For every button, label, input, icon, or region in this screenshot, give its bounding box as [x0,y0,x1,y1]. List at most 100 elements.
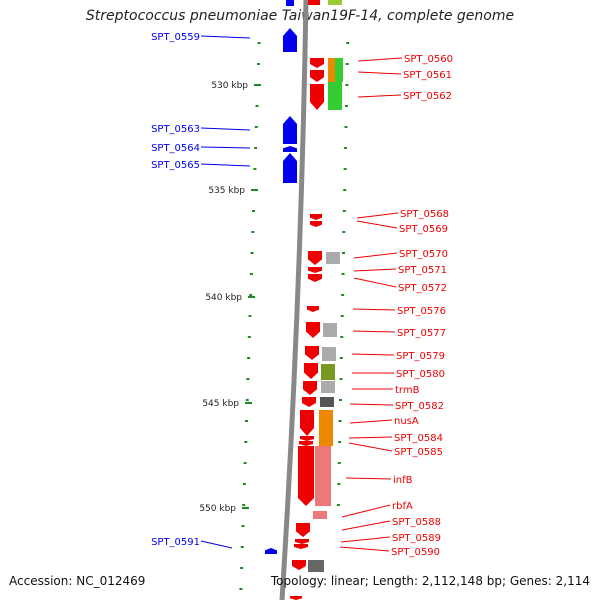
gene-arrow [310,221,322,227]
gene-label: SPT_0588 [392,517,441,528]
gene-arrow [307,306,319,312]
leader-line [200,540,233,549]
leader-line [357,94,402,98]
tick-dot [340,336,344,338]
leader-line [339,546,390,552]
leader-line [357,57,403,62]
gene-arrow [306,322,320,338]
feature-bar [321,381,335,393]
gene-label: SPT_0563 [151,124,200,135]
leader-line [341,520,391,531]
tick-dot [245,399,249,401]
gene-arrow [295,539,309,544]
leader-line [200,35,251,39]
gene-spt-0559 [283,28,297,52]
feature-bar [335,58,343,82]
scale-ticks: 530 kbp 535 kbp 540 kbp 545 kbp 550 kbp [199,81,261,514]
tick-dot [341,294,345,296]
gene-label: SPT_0569 [399,224,448,235]
gene-label: SPT_0565 [151,160,200,171]
gene-spt-0565 [283,153,297,183]
tick-dot [339,378,343,380]
gene-label: SPT_0589 [392,533,441,544]
tick-dot [341,273,345,275]
gene-label: SPT_0585 [394,447,443,458]
summary-label: Topology: linear; Length: 2,112,148 bp; … [270,574,590,588]
leader-line [352,330,396,333]
gene-label: SPT_0579 [396,351,445,362]
gene-spt-0564 [283,146,297,152]
tick-dot [242,483,246,485]
scale-label: 535 kbp [208,186,245,196]
tick-dot [256,63,260,65]
tick-dot [254,126,258,128]
tick-dot [240,567,244,569]
feature-bar [326,252,340,264]
tick-dot [345,63,349,65]
feature-bar [313,511,327,519]
genome-title: Streptococcus pneumoniae Taiwan19F-14, c… [85,8,515,24]
leader-line [348,442,393,452]
tick-dot [257,42,261,44]
gene-arrow [302,397,316,407]
gene-label: infB [393,475,413,486]
tick-dot [252,210,255,212]
scale-label: 530 kbp [211,81,248,91]
gene-arrow [292,560,306,570]
right-gene-labels: SPT_0560 SPT_0561 SPT_0562 SPT_0568 SPT_0569… [339,54,453,558]
gene-arrow [303,381,317,395]
tick-dot [247,357,251,359]
gene-arrow [290,596,302,600]
gene-label: nusA [394,416,419,427]
tick-dots [239,42,350,590]
tick-dot [239,588,243,590]
feature-bar [323,323,337,337]
gene-label: SPT_0580 [396,369,445,380]
tick-dot [337,462,341,464]
tick-dot [240,546,244,548]
gene-spt-0591 [265,548,277,554]
feature-bar [315,446,331,506]
tick-dot [344,105,348,107]
tick-dot [346,42,350,44]
feature-bar [319,410,333,436]
feature-bar [328,82,342,110]
gene-arrow [310,70,324,82]
feature-fragment [328,0,342,5]
leader-line [200,163,251,167]
genome-backbone [279,0,309,600]
gene-label: SPT_0571 [398,265,447,276]
tick-dot [255,105,259,107]
scale-tick [245,402,252,404]
scale-label: 550 kbp [199,504,236,514]
gene-label: SPT_0561 [403,70,452,81]
tick-dot [344,126,348,128]
tick-dot [253,168,257,170]
feature-bar [321,364,335,380]
leader-line [348,436,393,439]
scale-tick [242,507,249,509]
leader-line [352,308,396,311]
feature-bar [328,58,335,82]
tick-dot [250,252,254,254]
tick-dot [249,294,253,296]
tick-dot [342,210,346,212]
leader-line [353,252,398,259]
gene-arrow [310,58,324,68]
tick-dot [343,168,347,170]
tick-dot [251,231,255,233]
feature-bar [319,436,333,446]
tick-dot [336,504,340,506]
leader-line [351,353,395,356]
gene-arrow [299,441,313,446]
tick-dot [245,420,248,422]
gene-label: rbfA [392,501,413,512]
tick-dot [244,441,248,443]
feature-bar [322,347,336,361]
scale-label: 540 kbp [205,293,242,303]
tick-dot [343,189,347,191]
gene-spt-0563 [283,116,297,144]
gene-arrow [296,523,310,537]
leader-line [200,146,251,149]
tick-dot [341,252,345,254]
